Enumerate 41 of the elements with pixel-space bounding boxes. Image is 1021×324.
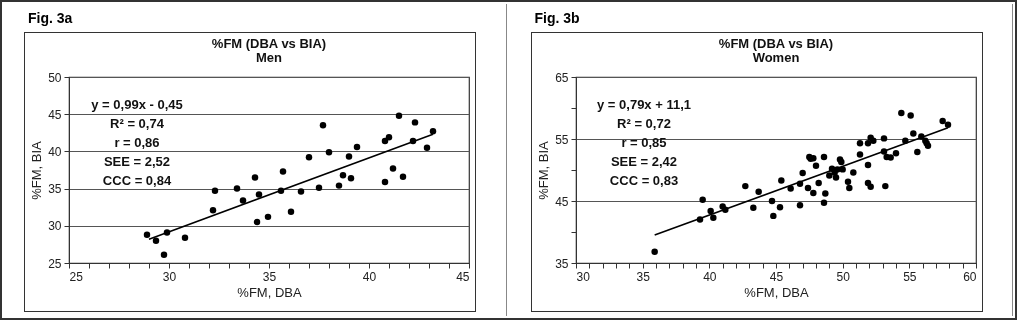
y-axis-title: %FM, BIA <box>535 140 551 200</box>
y-tick-label: 30 <box>48 219 62 234</box>
x-tick-label: 30 <box>162 269 177 284</box>
caption: Fig. 3b <box>534 10 581 28</box>
y-tick-label: 35 <box>554 256 569 271</box>
annotation: r = 0,86 <box>114 135 160 150</box>
x-tick-label: 30 <box>576 269 590 284</box>
x-tick-label: 25 <box>69 269 84 284</box>
y-tick-label: 25 <box>48 256 62 271</box>
x-tick-label: 40 <box>362 269 377 284</box>
chart-title: %FM (DBA vs BIA) <box>211 36 327 51</box>
x-tick-label: 55 <box>902 269 917 284</box>
x-tick-label: 35 <box>262 269 277 284</box>
annotation: R² = 0,72 <box>616 116 671 131</box>
y-tick-label: 45 <box>48 107 62 122</box>
y-tick-label: 40 <box>48 144 62 159</box>
chart-title: %FM (DBA vs BIA) <box>718 36 833 51</box>
chart-subtitle: Men <box>256 50 283 65</box>
x-tick-label: 45 <box>769 269 783 284</box>
y-tick-label: 65 <box>554 70 569 85</box>
chart-subtitle: Women <box>752 50 799 65</box>
annotation: y = 0,79x + 11,1 <box>596 97 691 112</box>
x-tick-label: 40 <box>702 269 717 284</box>
y-tick-label: 35 <box>48 182 62 197</box>
annotation: R² = 0,74 <box>110 116 165 131</box>
x-tick-label: 60 <box>962 269 977 284</box>
annotation: CCC = 0,83 <box>609 173 678 188</box>
annotation: CCC = 0,84 <box>102 173 172 188</box>
x-axis-title: %FM, DBA <box>743 284 809 300</box>
x-tick-label: 35 <box>635 269 650 284</box>
y-tick-label: 45 <box>554 194 569 209</box>
annotation: SEE = 2,42 <box>610 154 677 169</box>
y-tick-label: 55 <box>554 132 569 147</box>
annotation: y = 0,99x - 0,45 <box>91 97 183 112</box>
y-tick-label: 50 <box>48 70 62 85</box>
annotation: SEE = 2,52 <box>103 154 171 169</box>
x-axis-title: %FM, DBA <box>237 284 302 300</box>
caption: Fig. 3a <box>28 10 74 28</box>
y-axis-title: %FM, BIA <box>29 140 45 200</box>
x-tick-label: 45 <box>456 269 470 284</box>
x-tick-label: 50 <box>835 269 850 284</box>
